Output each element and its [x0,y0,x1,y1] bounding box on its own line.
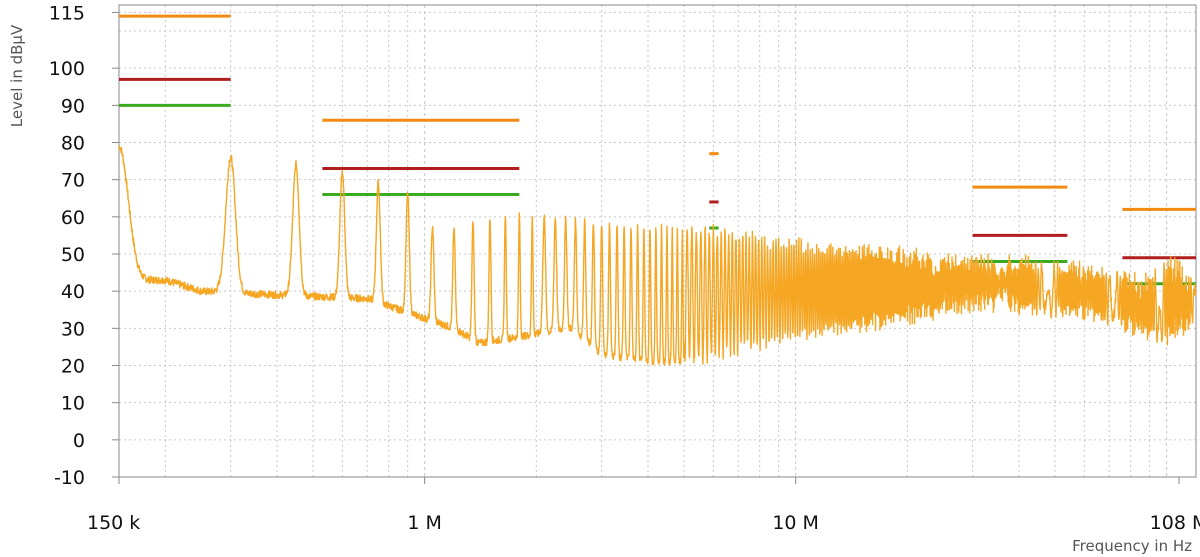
limit-lines [119,14,1196,286]
x-tick-label: 1 M [407,512,442,534]
x-axis-label: Frequency in Hz [1072,537,1192,555]
y-tick-label: -10 [54,467,85,489]
grid [119,5,1196,478]
y-tick-label: 115 [49,2,85,24]
y-tick-label: 20 [61,356,85,378]
y-tick-label: 50 [61,244,85,266]
measurement-trace [118,145,1197,366]
x-tick-label: 150 k [87,512,140,534]
y-tick-label: 70 [61,170,85,192]
x-tick-label: 108 M [1150,512,1200,534]
y-tick-label: 0 [73,430,85,452]
y-tick-label: 80 [61,133,85,155]
y-axis-ticks: -10 0 10 20 30 40 50 60 70 80 90 100 115 [49,2,119,489]
y-tick-label: 90 [61,95,85,117]
y-tick-label: 40 [61,281,85,303]
x-axis-ticks: 150 k 1 M 10 M 108 M [87,477,1200,534]
y-tick-label: 100 [49,58,85,80]
y-tick-label: 30 [61,318,85,340]
y-tick-label: 10 [61,393,85,415]
y-tick-label: 60 [61,207,85,229]
x-tick-label: 10 M [772,512,819,534]
plot-area [118,4,1197,478]
y-axis-label: Level in dBµV [8,24,26,127]
